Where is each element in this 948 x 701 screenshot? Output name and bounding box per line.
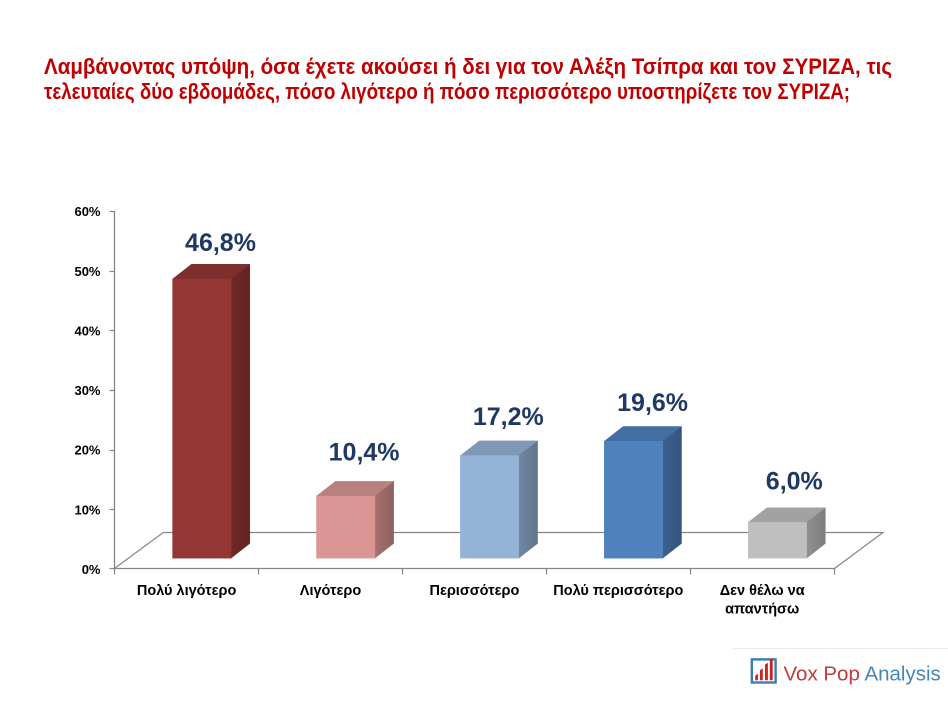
svg-text:30%: 30% <box>74 383 100 398</box>
svg-text:50%: 50% <box>74 264 100 279</box>
svg-text:10,4%: 10,4% <box>329 438 400 466</box>
svg-text:Πολύ λιγότερο: Πολύ λιγότερο <box>137 583 237 599</box>
svg-text:Περισσότερο: Περισσότερο <box>429 583 519 599</box>
svg-text:40%: 40% <box>74 323 100 338</box>
svg-text:απαντήσω: απαντήσω <box>725 602 799 618</box>
svg-text:46,8%: 46,8% <box>185 229 256 257</box>
svg-text:19,6%: 19,6% <box>617 389 688 417</box>
svg-text:Λιγότερο: Λιγότερο <box>300 583 362 599</box>
svg-text:Δεν θέλω να: Δεν θέλω να <box>720 583 805 599</box>
svg-text:20%: 20% <box>74 443 100 458</box>
svg-text:Πολύ περισσότερο: Πολύ περισσότερο <box>553 583 683 599</box>
svg-text:Vox Pop Analysis: Vox Pop Analysis <box>784 663 941 686</box>
svg-text:0%: 0% <box>82 562 101 577</box>
svg-text:60%: 60% <box>74 204 100 219</box>
svg-text:17,2%: 17,2% <box>473 403 544 431</box>
svg-text:6,0%: 6,0% <box>766 468 823 496</box>
svg-text:10%: 10% <box>74 502 100 517</box>
